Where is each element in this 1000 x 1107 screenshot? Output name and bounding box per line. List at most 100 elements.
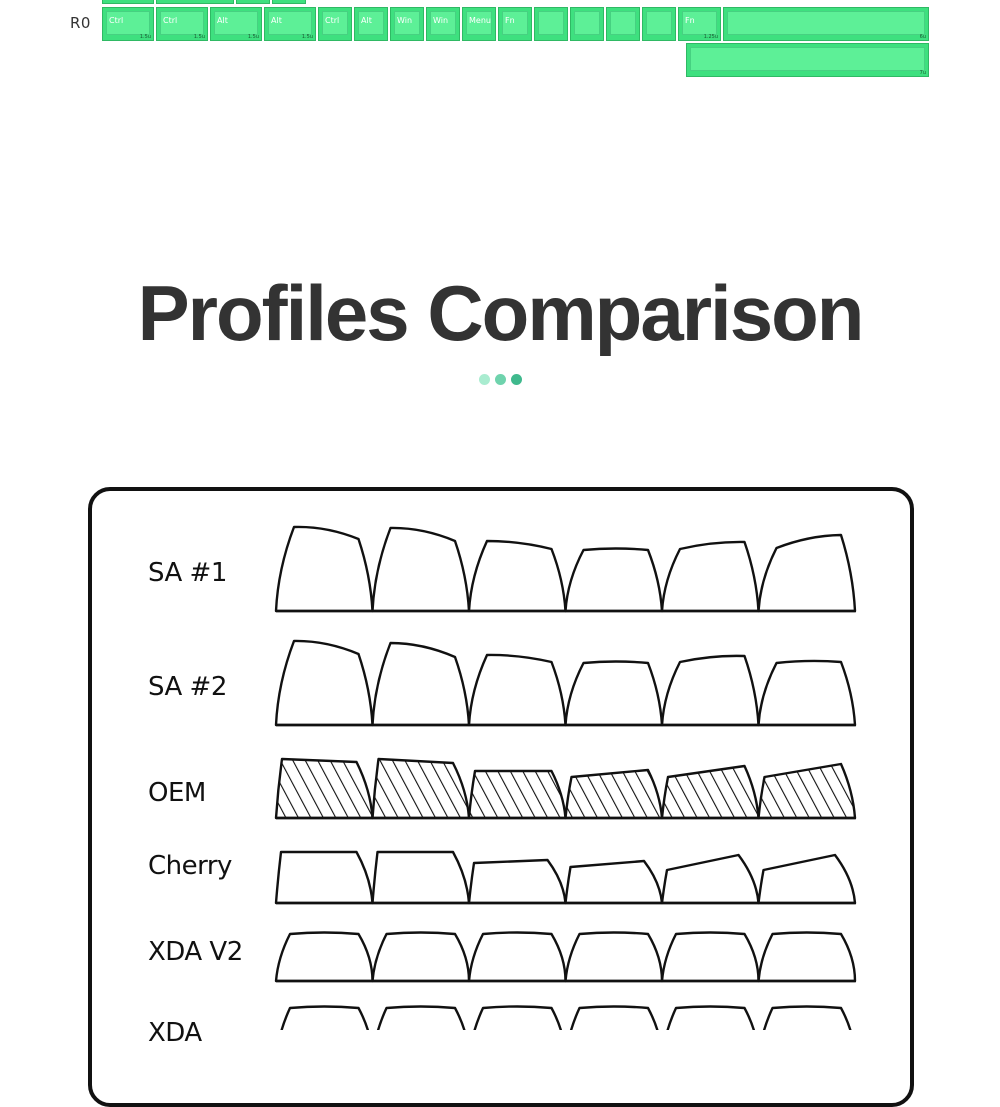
key-2: Ctrl 1.5u (156, 7, 208, 41)
key-4: Alt 1.5u (264, 7, 316, 41)
keycap-profile-4-1 (274, 850, 374, 905)
row-label: R0 (70, 14, 91, 32)
key-legend: Alt (271, 16, 282, 25)
key-17: 7u (686, 43, 929, 77)
key-cap (690, 47, 925, 71)
key-size: 1.5u (139, 34, 151, 40)
keycap-profiles-drawing (274, 525, 857, 1030)
keycap-profile-1-2 (371, 526, 471, 613)
key-cap (214, 11, 258, 35)
key-size: 1.5u (193, 34, 205, 40)
key-legend: Fn (505, 16, 515, 25)
key-size: 7u (919, 70, 926, 76)
key-cap (358, 11, 384, 35)
keycap-profile-4-6 (757, 853, 857, 905)
profile-row-2 (274, 639, 857, 727)
key-16: 6u (723, 7, 929, 41)
keycap-profile-4-2 (371, 850, 471, 905)
key-cap (394, 11, 420, 35)
keycap-profile-1-6 (757, 533, 857, 613)
keycap-profile-3-6 (757, 762, 857, 820)
keycap-profile-2-3 (467, 653, 567, 727)
keycap-profile-1-1 (274, 525, 374, 613)
profile-label-sa1: SA #1 (148, 558, 227, 588)
profile-row-6 (280, 1005, 852, 1030)
keycap-profile-2-1 (274, 639, 374, 727)
keycap-profile-1-5 (660, 540, 760, 613)
key-size: 1.5u (247, 34, 259, 40)
key-cap (466, 11, 492, 35)
keycap-profile-5-2 (371, 931, 471, 983)
key-9: Menu (462, 7, 496, 41)
keycap-profile-5-6 (757, 931, 857, 983)
keycap-profile-6-2 (376, 1005, 466, 1030)
keycap-profile-3-2 (371, 757, 471, 820)
key-row-above-4 (272, 0, 306, 4)
profile-row-4 (274, 850, 857, 905)
dot-2 (495, 374, 506, 385)
key-size: 1.5u (301, 34, 313, 40)
keycap-profile-2-2 (371, 641, 471, 727)
key-6: Alt (354, 7, 388, 41)
key-legend: Win (433, 16, 449, 25)
key-12 (570, 7, 604, 41)
dot-1 (479, 374, 490, 385)
profile-label-cherry: Cherry (148, 851, 232, 881)
profile-label-oem: OEM (148, 778, 206, 808)
keycap-profile-6-6 (762, 1005, 852, 1030)
key-cap (727, 11, 925, 35)
key-5: Ctrl (318, 7, 352, 41)
key-cap (268, 11, 312, 35)
keycap-profile-5-5 (660, 931, 760, 983)
dot-3 (511, 374, 522, 385)
key-legend: Fn (685, 16, 695, 25)
keycap-profile-3-5 (660, 764, 760, 820)
keyboard-layout-strip: R0 Ctrl 1.5u Ctrl 1.5u Alt 1.5u Alt 1.5u Ctrl Alt… (0, 0, 1000, 80)
key-cap (538, 11, 564, 35)
key-13 (606, 7, 640, 41)
key-size: 1.25u (703, 34, 718, 40)
keycap-profile-4-4 (564, 859, 664, 905)
key-cap (646, 11, 672, 35)
key-11 (534, 7, 568, 41)
profile-label-sa2: SA #2 (148, 672, 227, 702)
key-row-above-3 (236, 0, 270, 4)
key-cap (574, 11, 600, 35)
decorative-dots (476, 374, 526, 388)
keycap-profile-2-5 (660, 654, 760, 727)
keycap-profile-1-4 (564, 547, 664, 613)
key-cap (430, 11, 456, 35)
keycap-profile-5-3 (467, 931, 567, 983)
keycap-profile-1-3 (467, 539, 567, 613)
key-cap (106, 11, 150, 35)
keycap-profile-3-1 (274, 757, 374, 820)
keycap-profile-5-1 (274, 931, 374, 983)
profile-row-3 (274, 757, 857, 820)
key-10: Fn (498, 7, 532, 41)
profile-row-5 (274, 931, 857, 983)
keycap-profile-5-4 (564, 931, 664, 983)
profile-label-xda-v2: XDA V2 (148, 937, 243, 967)
key-7: Win (390, 7, 424, 41)
key-legend: Ctrl (325, 16, 340, 25)
keycap-profile-2-4 (564, 660, 664, 727)
key-row-above-2 (156, 0, 234, 4)
key-cap (322, 11, 348, 35)
key-legend: Ctrl (109, 16, 124, 25)
key-row-above-1 (102, 0, 154, 4)
key-cap (610, 11, 636, 35)
keycap-profile-6-5 (666, 1005, 756, 1030)
key-3: Alt 1.5u (210, 7, 262, 41)
profile-row-1 (274, 525, 857, 613)
key-15: Fn 1.25u (678, 7, 721, 41)
key-legend: Alt (217, 16, 228, 25)
key-legend: Alt (361, 16, 372, 25)
keycap-profile-6-1 (280, 1005, 370, 1030)
keycap-profile-2-6 (757, 659, 857, 727)
keycap-profile-6-4 (569, 1005, 659, 1030)
keycap-profile-6-3 (473, 1005, 563, 1030)
key-8: Win (426, 7, 460, 41)
key-legend: Win (397, 16, 413, 25)
key-cap (502, 11, 528, 35)
key-cap (160, 11, 204, 35)
